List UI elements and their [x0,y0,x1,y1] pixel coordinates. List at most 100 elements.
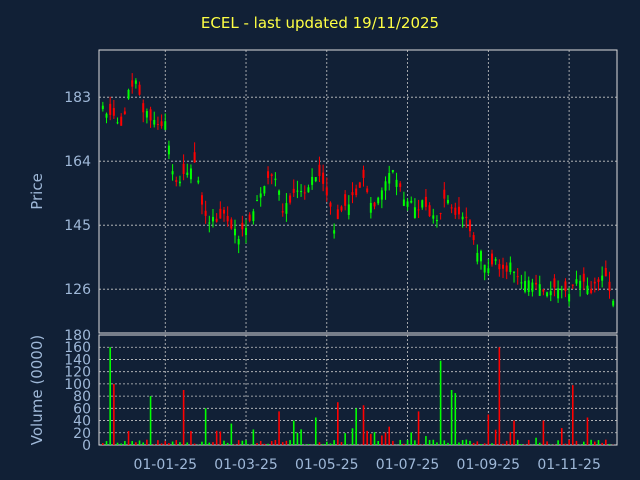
candle-body [612,300,615,306]
candle-body [186,172,189,175]
candle-body [333,230,336,234]
price-tick-label: 126 [64,282,91,298]
candle-body [259,193,262,198]
candle-body [483,264,486,273]
candle-body [457,206,460,215]
candle-body [226,215,229,222]
candle-body [311,176,314,185]
candle-body [200,195,203,205]
candle-body [388,173,391,184]
candle-body [219,208,222,219]
candle-body [322,172,325,184]
candle-body [413,207,416,218]
candle-body [318,164,321,177]
candle-body [355,188,358,196]
candle-body [465,216,468,219]
candle-body [164,121,167,130]
price-axis-title: Price [28,173,46,210]
candle-body [344,194,347,206]
candle-body [248,214,251,221]
candle-body [182,163,185,175]
candle-body [336,209,339,219]
candle-body [461,216,464,220]
volume-tick-label: 0 [82,438,91,454]
candle-body [120,116,123,126]
candle-body [329,202,332,207]
candle-body [432,215,435,219]
candle-body [134,80,137,84]
candle-body [571,284,574,286]
candle-body [145,111,148,118]
candle-body [494,259,497,261]
candle-body [237,238,240,245]
candle-body [369,202,372,213]
candle-body [241,222,244,230]
candle-body [399,183,402,187]
candle-body [502,264,505,269]
candle-body [127,89,130,99]
candle-body [575,279,578,284]
candle-body [149,109,152,121]
candle-body [351,192,354,196]
candle-body [167,145,170,155]
volume-tick-label: 40 [73,414,91,430]
candle-body [568,294,571,302]
candle-body [410,200,413,203]
candle-body [222,209,225,214]
candle-body [193,152,196,163]
price-tick-label: 164 [64,154,91,170]
candle-body [296,190,299,192]
candle-body [472,235,475,241]
candle-body [524,280,527,292]
candle-body [189,168,192,180]
candle-body [245,227,248,236]
candle-body [234,228,237,236]
candle-body [435,219,438,222]
volume-tick-label: 180 [64,328,91,344]
candle-body [582,273,585,282]
candle-body [590,289,593,293]
x-tick-label: 01-03-25 [214,457,278,473]
volume-tick-label: 80 [73,389,91,405]
candle-body [278,190,281,195]
candle-body [156,123,159,125]
candle-body [211,216,214,222]
candle-body [538,284,541,296]
candle-body [564,281,567,292]
candle-body [597,279,600,282]
x-tick-label: 01-05-25 [295,457,359,473]
candle-body [105,113,108,118]
candle-body [402,199,405,206]
candle-body [560,288,563,291]
candle-body [366,188,369,193]
candle-body [487,268,490,273]
candle-body [546,292,549,297]
volume-tick-label: 120 [64,365,91,381]
volume-tick-label: 60 [73,401,91,417]
volume-tick-label: 140 [64,352,91,368]
volume-tick-label: 20 [73,426,91,442]
candle-body [373,202,376,207]
candle-body [395,179,398,187]
candle-body [171,171,174,175]
candle-body [362,169,365,178]
candle-body [406,201,409,207]
candle-body [131,80,134,87]
candle-body [428,205,431,217]
candle-body [421,200,424,208]
price-tick-label: 183 [64,90,91,106]
candle-body [289,195,292,203]
candle-body [384,181,387,191]
candle-body [153,119,156,125]
candle-body [505,265,508,272]
candle-body [476,252,479,262]
candle-body [516,276,519,278]
candle-body [109,103,112,115]
candle-body [454,207,457,215]
candle-body [267,171,270,178]
candle-body [256,200,259,202]
volume-panel-frame [98,334,618,446]
candle-body [175,180,178,182]
candle-body [197,180,200,183]
